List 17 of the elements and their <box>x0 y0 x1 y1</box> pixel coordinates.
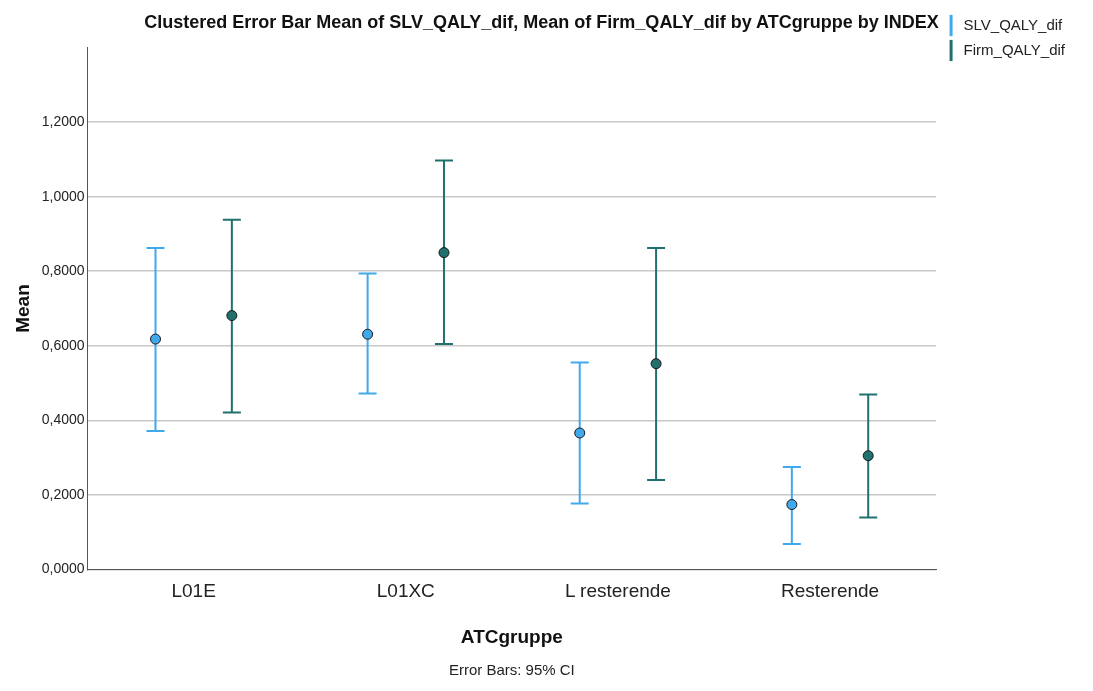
text: Error Bars: 95% CI <box>448 661 575 678</box>
chart-title: Clustered Error Bar Mean of SLV_QALY_dif, Mean of Firm_QALY_dif by ATCgruppe by INDEX <box>144 11 939 32</box>
legend-label: Firm_QALY_dif <box>963 40 1066 58</box>
x-tick-label: Resterende <box>780 580 880 602</box>
y-tick-label: 0,4000 <box>41 411 85 428</box>
y-tick-label: 0,6000 <box>41 336 85 353</box>
y-axis-title: Mean <box>11 284 33 333</box>
x-axis-title: ATCgruppe <box>460 625 563 647</box>
x-tick-label: L01XC <box>376 580 435 602</box>
y-tick-label: 0,2000 <box>41 485 85 502</box>
x-tick-label: L resterende <box>564 580 671 602</box>
y-tick-label: 1,2000 <box>41 113 85 129</box>
x-tick-label: L01E <box>171 580 216 602</box>
y-tick-label: 0,8000 <box>41 262 85 279</box>
y-tick-label: 0,0000 <box>41 560 85 577</box>
legend-label: SLV_QALY_dif <box>963 15 1064 33</box>
y-tick-label: 1,0000 <box>41 187 85 204</box>
